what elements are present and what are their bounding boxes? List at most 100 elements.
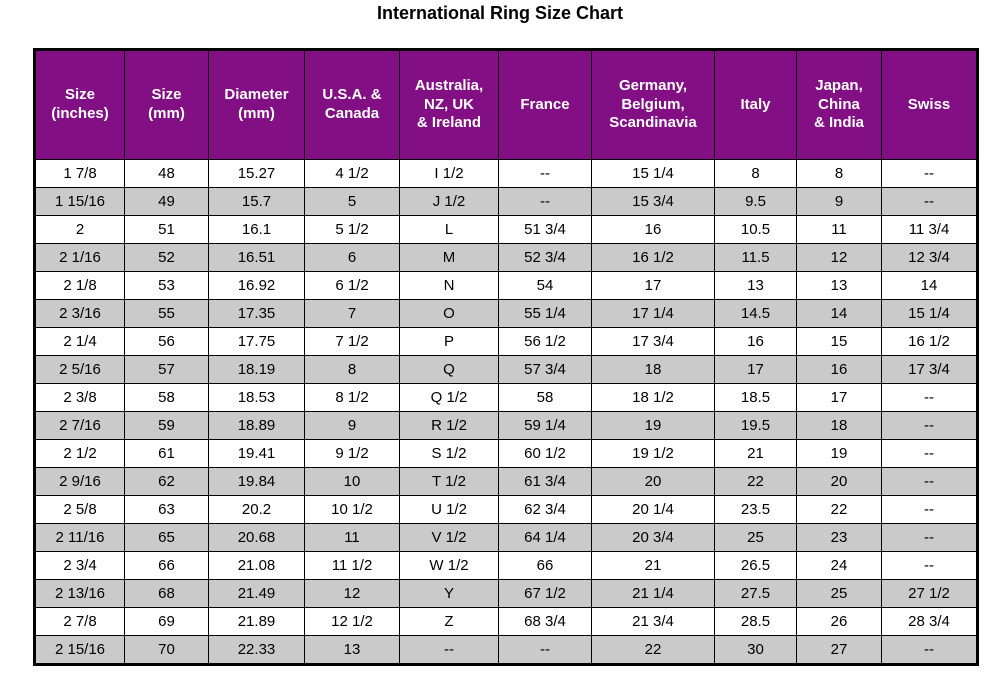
table-cell: 18.5 — [714, 383, 797, 412]
table-cell: 20.2 — [208, 495, 305, 524]
table-cell: 57 — [124, 355, 209, 384]
table-row: 2 11/16 65 20.68 11 V 1/2 64 1/4 20 3/4 25 23 -- — [34, 523, 978, 552]
table-cell: 2 13/16 — [34, 579, 125, 608]
table-cell: 2 1/8 — [34, 271, 125, 300]
table-cell: 2 — [34, 215, 125, 244]
table-cell: 22 — [796, 495, 882, 524]
table-row: 1 15/16 49 15.7 5 J 1/2 -- 15 3/4 9.5 9 -- — [34, 187, 978, 216]
table-cell: N — [399, 271, 499, 300]
table-cell: 20 1/4 — [591, 495, 715, 524]
table-row: 2 3/4 66 21.08 11 1/2 W 1/2 66 21 26.5 24 -- — [34, 551, 978, 580]
table-cell: 54 — [498, 271, 592, 300]
table-cell: 16.1 — [208, 215, 305, 244]
table-cell: S 1/2 — [399, 439, 499, 468]
table-cell: 12 — [796, 243, 882, 272]
table-cell: 69 — [124, 607, 209, 636]
table-cell: 16 — [796, 355, 882, 384]
table-cell: 25 — [796, 579, 882, 608]
table-row: 2 1/2 61 19.41 9 1/2 S 1/2 60 1/2 19 1/2 21 19 -- — [34, 439, 978, 468]
table-cell: 27 — [796, 635, 882, 665]
table-cell: 26.5 — [714, 551, 797, 580]
table-cell: R 1/2 — [399, 411, 499, 440]
table-cell: 63 — [124, 495, 209, 524]
table-row: 2 5/16 57 18.19 8 Q 57 3/4 18 17 16 17 3/4 — [34, 355, 978, 384]
table-cell: 27 1/2 — [881, 579, 978, 608]
table-cell: 2 3/8 — [34, 383, 125, 412]
table-cell: 11 — [796, 215, 882, 244]
table-cell: 22 — [591, 635, 715, 665]
table-cell: 8 1/2 — [304, 383, 400, 412]
table-cell: 4 1/2 — [304, 159, 400, 188]
table-cell: 20 — [796, 467, 882, 496]
table-row: 2 7/8 69 21.89 12 1/2 Z 68 3/4 21 3/4 28.5 26 28 … — [34, 607, 978, 636]
table-cell: 66 — [124, 551, 209, 580]
table-cell: 12 — [304, 579, 400, 608]
table-cell: 19 — [591, 411, 715, 440]
table-cell: 19 — [796, 439, 882, 468]
table-cell: 17.75 — [208, 327, 305, 356]
table-cell: 15.7 — [208, 187, 305, 216]
table-cell: 21 1/4 — [591, 579, 715, 608]
table-cell: 61 — [124, 439, 209, 468]
table-cell: V 1/2 — [399, 523, 499, 552]
table-cell: 59 — [124, 411, 209, 440]
table-cell: 17 — [714, 355, 797, 384]
table-cell: L — [399, 215, 499, 244]
table-cell: 60 1/2 — [498, 439, 592, 468]
table-cell: Y — [399, 579, 499, 608]
table-cell: 17 — [796, 383, 882, 412]
table-cell: 9 — [796, 187, 882, 216]
table-cell: 6 1/2 — [304, 271, 400, 300]
table-cell: 9 1/2 — [304, 439, 400, 468]
table-cell: 20 — [591, 467, 715, 496]
table-cell: 6 — [304, 243, 400, 272]
table-cell: -- — [498, 187, 592, 216]
table-cell: 8 — [304, 355, 400, 384]
table-cell: 11 — [304, 523, 400, 552]
table-cell: 19.41 — [208, 439, 305, 468]
table-cell: 21 3/4 — [591, 607, 715, 636]
table-cell: 61 3/4 — [498, 467, 592, 496]
table-cell: 15 — [796, 327, 882, 356]
table-cell: 27.5 — [714, 579, 797, 608]
table-cell: 1 7/8 — [34, 159, 125, 188]
table-cell: 56 1/2 — [498, 327, 592, 356]
table-cell: 25 — [714, 523, 797, 552]
table-cell: 5 — [304, 187, 400, 216]
table-cell: 56 — [124, 327, 209, 356]
table-cell: 12 1/2 — [304, 607, 400, 636]
table-row: 2 9/16 62 19.84 10 T 1/2 61 3/4 20 22 20 -- — [34, 467, 978, 496]
table-cell: 70 — [124, 635, 209, 665]
table-cell: 2 5/8 — [34, 495, 125, 524]
table-cell: 2 3/16 — [34, 299, 125, 328]
table-body: 1 7/8 48 15.27 4 1/2 I 1/2 -- 15 1/4 8 8 -- 1 15/1… — [34, 159, 978, 665]
table-cell: P — [399, 327, 499, 356]
table-cell: 12 3/4 — [881, 243, 978, 272]
table-row: 2 1/4 56 17.75 7 1/2 P 56 1/2 17 3/4 16 15 16 1/2 — [34, 327, 978, 356]
table-cell: 19.84 — [208, 467, 305, 496]
table-cell: 51 3/4 — [498, 215, 592, 244]
column-header: U.S.A. & Canada — [304, 49, 400, 160]
table-cell: 53 — [124, 271, 209, 300]
table-cell: 49 — [124, 187, 209, 216]
table-cell: 68 — [124, 579, 209, 608]
column-header: Japan, China & India — [796, 49, 882, 160]
table-cell: 2 1/16 — [34, 243, 125, 272]
table-cell: 21.89 — [208, 607, 305, 636]
table-cell: 55 1/4 — [498, 299, 592, 328]
table-cell: 21 — [591, 551, 715, 580]
table-cell: 9.5 — [714, 187, 797, 216]
table-row: 2 1/16 52 16.51 6 M 52 3/4 16 1/2 11.5 12 12 3/4 — [34, 243, 978, 272]
table-cell: 9 — [304, 411, 400, 440]
table-cell: 57 3/4 — [498, 355, 592, 384]
table-cell: 2 5/16 — [34, 355, 125, 384]
table-row: 2 7/16 59 18.89 9 R 1/2 59 1/4 19 19.5 18 -- — [34, 411, 978, 440]
table-cell: 55 — [124, 299, 209, 328]
table-cell: O — [399, 299, 499, 328]
table-cell: 19.5 — [714, 411, 797, 440]
table-cell: 18.53 — [208, 383, 305, 412]
table-header: Size (inches) Size (mm) Diameter (mm) U.S.A… — [34, 49, 978, 160]
table-cell: 26 — [796, 607, 882, 636]
table-cell: 17 — [591, 271, 715, 300]
